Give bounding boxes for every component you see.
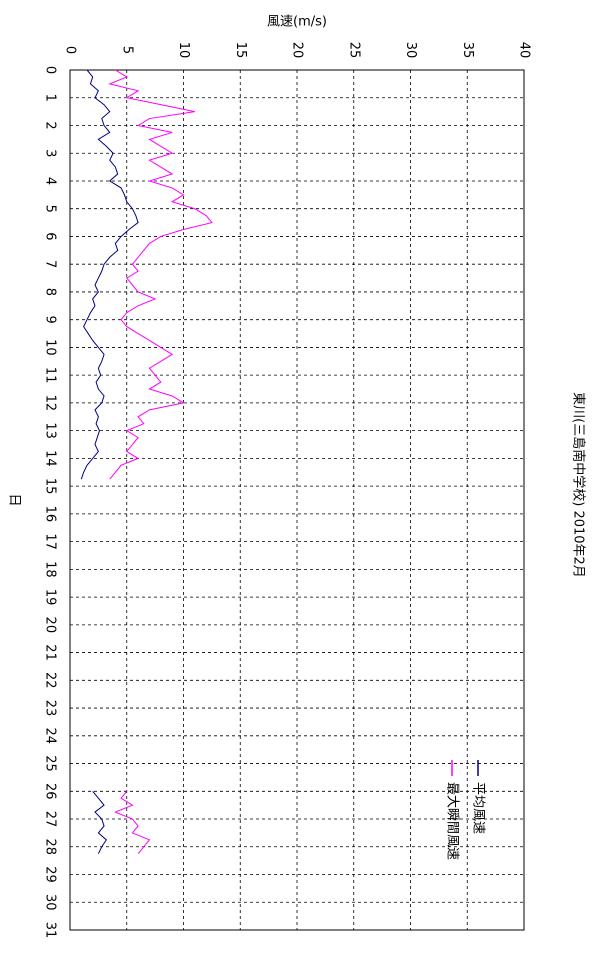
day-tick-label: 22 <box>43 672 58 689</box>
day-tick-label: 18 <box>43 561 58 578</box>
value-axis-title: 風速(m/s) <box>267 15 327 30</box>
day-tick-label: 9 <box>43 316 58 324</box>
day-tick-label: 27 <box>43 811 58 828</box>
chart-title: 東川(三島南中学校) 2010年2月 <box>571 392 587 578</box>
day-tick-label: 4 <box>43 177 58 185</box>
series-line <box>80 69 139 854</box>
day-tick-label: 25 <box>43 755 58 772</box>
legend-box <box>440 752 496 902</box>
day-tick-label: 8 <box>43 288 58 296</box>
day-tick-label: 14 <box>43 450 58 467</box>
day-axis-title: 日 <box>7 493 22 506</box>
value-tick-label: 25 <box>346 42 361 59</box>
day-tick-label: 21 <box>43 644 58 661</box>
day-tick-label: 16 <box>43 506 58 523</box>
value-tick-label: 5 <box>119 46 134 54</box>
legend-label: 最大瞬間風速 <box>445 782 460 860</box>
day-tick-label: 1 <box>43 94 58 102</box>
value-tick-label: 10 <box>176 42 191 59</box>
day-tick-label: 11 <box>43 367 58 384</box>
day-tick-label: 23 <box>43 700 58 717</box>
day-tick-label: 17 <box>43 533 58 550</box>
day-tick-label: 2 <box>43 121 58 129</box>
day-tick-label: 12 <box>43 395 58 412</box>
legend-label: 平均風速 <box>471 782 486 834</box>
day-tick-label: 24 <box>43 728 58 745</box>
day-tick-label: 19 <box>43 589 58 606</box>
day-tick-label: 20 <box>43 617 58 634</box>
day-tick-label: 0 <box>43 66 58 74</box>
day-tick-label: 13 <box>43 422 58 439</box>
day-tick-label: 7 <box>43 260 58 268</box>
day-tick-label: 30 <box>43 894 58 911</box>
series-line <box>108 69 213 855</box>
day-tick-label: 10 <box>43 339 58 356</box>
day-tick-label: 15 <box>43 478 58 495</box>
value-tick-label: 30 <box>403 42 418 59</box>
day-tick-label: 29 <box>43 866 58 883</box>
value-tick-label: 20 <box>290 42 305 59</box>
day-tick-label: 26 <box>43 783 58 800</box>
value-tick-label: 35 <box>460 42 475 59</box>
day-tick-label: 3 <box>43 149 58 157</box>
day-tick-label: 6 <box>43 232 58 240</box>
value-tick-label: 0 <box>63 46 78 54</box>
day-tick-label: 5 <box>43 205 58 213</box>
day-tick-label: 31 <box>43 922 58 939</box>
value-tick-label: 40 <box>517 42 532 59</box>
value-tick-label: 15 <box>233 42 248 59</box>
day-tick-label: 28 <box>43 839 58 856</box>
